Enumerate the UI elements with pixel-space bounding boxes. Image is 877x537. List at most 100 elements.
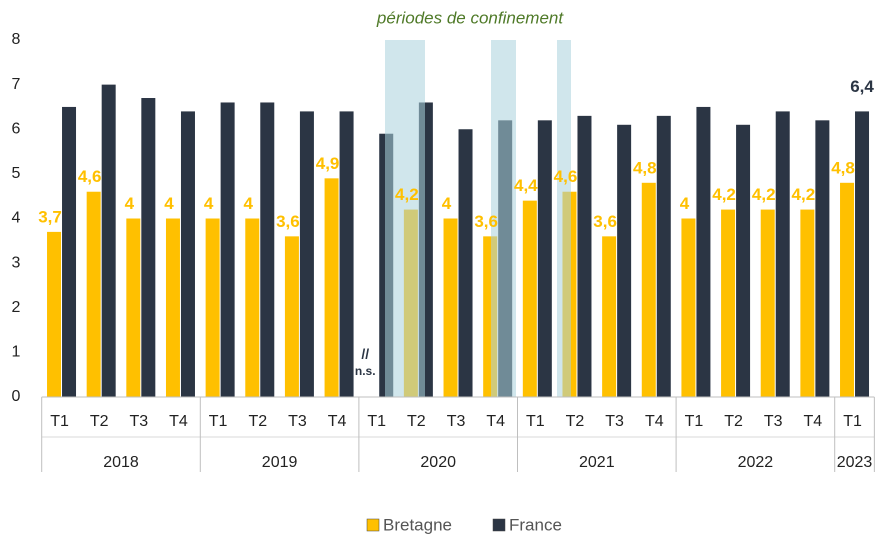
bar bbox=[522, 200, 537, 397]
x-tick-label: T2 bbox=[407, 413, 426, 430]
x-group-label: 2019 bbox=[262, 454, 298, 471]
x-tick-label: T1 bbox=[685, 413, 704, 430]
data-label: 4,4 bbox=[514, 176, 538, 195]
y-tick-label: 1 bbox=[12, 344, 21, 361]
data-label: 4 bbox=[244, 194, 254, 213]
data-label: 4,8 bbox=[633, 158, 657, 177]
y-tick-label: 4 bbox=[12, 210, 21, 227]
data-label: 4,9 bbox=[316, 154, 340, 173]
x-group-label: 2021 bbox=[579, 454, 615, 471]
x-group-label: 2018 bbox=[103, 454, 139, 471]
x-tick-label: T1 bbox=[526, 413, 545, 430]
bar bbox=[324, 178, 339, 397]
bar bbox=[245, 218, 260, 397]
data-label: // bbox=[361, 346, 369, 362]
bar bbox=[696, 106, 711, 397]
x-tick-label: T4 bbox=[486, 413, 505, 430]
x-tick-label: T1 bbox=[209, 413, 228, 430]
x-group-label: 2023 bbox=[837, 454, 873, 471]
x-group-label: 2022 bbox=[738, 454, 774, 471]
data-label: 4,8 bbox=[831, 158, 855, 177]
bar bbox=[736, 124, 751, 397]
bar bbox=[656, 115, 671, 398]
x-tick-label: T4 bbox=[169, 413, 188, 430]
bar bbox=[141, 98, 156, 397]
bar bbox=[602, 236, 617, 397]
data-label: 3,7 bbox=[38, 207, 62, 226]
x-tick-label: T2 bbox=[90, 413, 109, 430]
bar bbox=[443, 218, 458, 397]
data-label: 4,2 bbox=[712, 185, 736, 204]
data-label: 4 bbox=[204, 194, 214, 213]
x-tick-label: T4 bbox=[645, 413, 664, 430]
data-label: 4,6 bbox=[554, 167, 578, 186]
shade bbox=[557, 40, 571, 397]
bar bbox=[641, 182, 656, 397]
shade bbox=[385, 40, 425, 397]
legend-label: France bbox=[509, 515, 562, 534]
bar bbox=[760, 209, 775, 397]
y-tick-label: 0 bbox=[12, 388, 21, 405]
bar bbox=[681, 218, 696, 397]
y-tick-label: 6 bbox=[12, 120, 21, 137]
data-label: 4 bbox=[442, 194, 452, 213]
data-label: 4,2 bbox=[792, 185, 816, 204]
data-label: 4,2 bbox=[752, 185, 776, 204]
bar bbox=[840, 182, 855, 397]
x-tick-label: T2 bbox=[566, 413, 585, 430]
bar bbox=[537, 120, 552, 397]
x-tick-label: T3 bbox=[288, 413, 307, 430]
y-tick-label: 8 bbox=[12, 31, 21, 48]
y-tick-label: 5 bbox=[12, 165, 21, 182]
x-tick-label: T2 bbox=[248, 413, 267, 430]
data-label: 4 bbox=[125, 194, 135, 213]
data-label: 4 bbox=[680, 194, 690, 213]
legend-label: Bretagne bbox=[383, 515, 452, 534]
bar bbox=[721, 209, 736, 397]
x-tick-label: T3 bbox=[764, 413, 783, 430]
bar bbox=[86, 191, 101, 397]
bar bbox=[855, 111, 870, 398]
bar bbox=[165, 218, 180, 397]
x-tick-label: T3 bbox=[605, 413, 624, 430]
y-tick-label: 7 bbox=[12, 76, 21, 93]
x-tick-label: T4 bbox=[804, 413, 823, 430]
annotation: périodes de confinement bbox=[376, 8, 564, 27]
data-label: 3,6 bbox=[593, 212, 617, 231]
lockdown-shading bbox=[385, 40, 571, 397]
legend-swatch bbox=[492, 518, 506, 532]
bar bbox=[800, 209, 815, 397]
bar bbox=[775, 111, 790, 398]
x-tick-label: T3 bbox=[447, 413, 466, 430]
x-group-label: 2020 bbox=[420, 454, 456, 471]
x-tick-label: T1 bbox=[843, 413, 862, 430]
bar bbox=[284, 236, 299, 397]
bar bbox=[180, 111, 195, 398]
data-label: 6,4 bbox=[850, 77, 874, 96]
bar bbox=[101, 84, 116, 397]
bar bbox=[205, 218, 220, 397]
bar bbox=[458, 129, 473, 397]
bar bbox=[617, 124, 632, 397]
y-tick-label: 3 bbox=[12, 254, 21, 271]
bar bbox=[260, 102, 275, 397]
x-tick-label: T1 bbox=[50, 413, 69, 430]
bar bbox=[339, 111, 354, 398]
x-tick-label: T3 bbox=[129, 413, 148, 430]
bar bbox=[62, 106, 77, 397]
y-tick-label: 2 bbox=[12, 299, 21, 316]
data-label: n.s. bbox=[355, 364, 376, 378]
x-tick-label: T4 bbox=[328, 413, 347, 430]
bar bbox=[220, 102, 235, 397]
bar bbox=[815, 120, 830, 397]
x-tick-label: T1 bbox=[367, 413, 386, 430]
x-tick-label: T2 bbox=[724, 413, 743, 430]
data-label: 4 bbox=[164, 194, 174, 213]
shade bbox=[491, 40, 516, 397]
bar bbox=[47, 231, 62, 397]
data-label: 3,6 bbox=[474, 212, 498, 231]
legend-swatch bbox=[366, 518, 380, 532]
bar bbox=[126, 218, 141, 397]
data-label: 4,6 bbox=[78, 167, 102, 186]
